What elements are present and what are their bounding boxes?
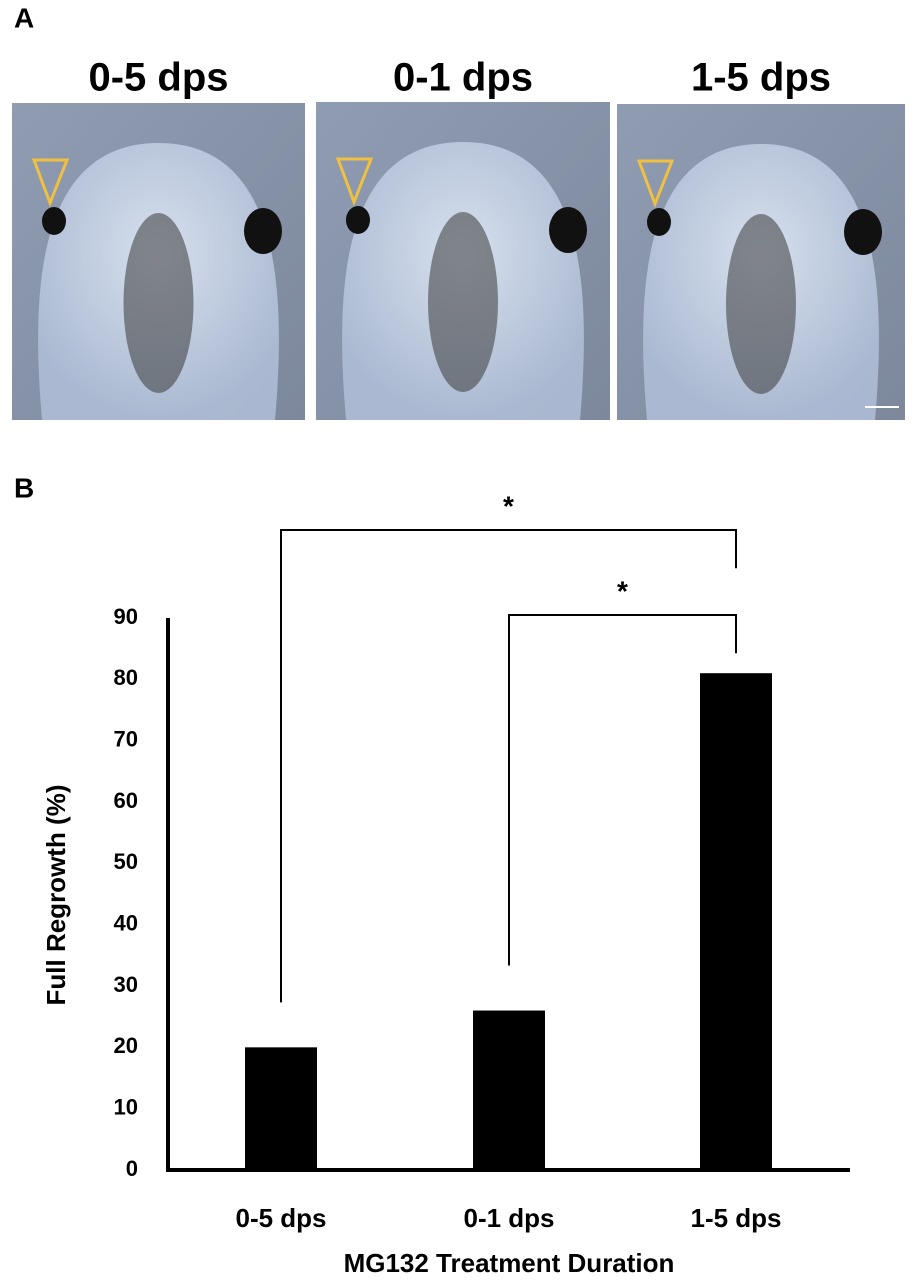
y-tick-label: 0 [126, 1156, 138, 1181]
pigment [123, 213, 194, 393]
bar [473, 1010, 545, 1170]
x-tick-label: 0-1 dps [463, 1203, 554, 1233]
eye [42, 207, 66, 235]
y-tick-label: 80 [114, 665, 138, 690]
pigment [428, 212, 498, 392]
y-tick-label: 40 [114, 910, 138, 935]
y-tick-label: 30 [114, 972, 138, 997]
x-axis-title: MG132 Treatment Duration [344, 1248, 675, 1278]
arrowhead-marker [335, 157, 374, 207]
image-title: 1-5 dps [691, 56, 831, 100]
y-axis-title: Full Regrowth (%) [41, 785, 71, 1006]
arrowhead-marker [31, 158, 70, 208]
significance-bracket [508, 614, 737, 966]
eye [244, 208, 282, 254]
bar [245, 1047, 317, 1170]
panel-label: A [14, 2, 34, 33]
y-tick-label: 10 [114, 1094, 138, 1119]
x-tick-label: 0-5 dps [235, 1203, 326, 1233]
photo-panel: 0-5 dps 0-1 dps 1-5 dps [12, 56, 905, 420]
image-title: 0-5 dps [88, 56, 228, 100]
y-tick-label: 50 [114, 849, 138, 874]
y-tick-label: 70 [114, 726, 138, 751]
pigment [726, 214, 796, 394]
significance-star: * [503, 490, 514, 521]
image-title: 0-1 dps [393, 56, 533, 100]
y-tick-label: 90 [114, 604, 138, 629]
eye [346, 206, 370, 234]
eye [844, 209, 882, 255]
significance-star: * [617, 575, 628, 606]
eye [549, 207, 587, 253]
arrowhead-marker [636, 159, 675, 209]
eye [647, 208, 671, 236]
significance-bracket [280, 529, 737, 1003]
y-tick-label: 20 [114, 1033, 138, 1058]
panel-label: B [14, 472, 34, 503]
x-tick-label: 1-5 dps [690, 1203, 781, 1233]
bar [700, 673, 772, 1170]
y-tick-label: 60 [114, 788, 138, 813]
